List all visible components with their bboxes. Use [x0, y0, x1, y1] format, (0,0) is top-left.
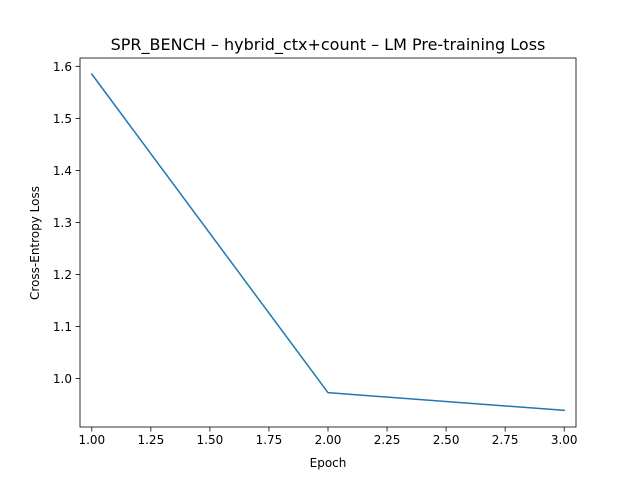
y-tick-label: 1.1 — [53, 320, 72, 334]
y-axis-label: Cross-Entropy Loss — [28, 186, 42, 300]
axes-frame — [79, 57, 577, 428]
y-tick-label: 1.2 — [53, 268, 72, 282]
x-tick-label: 1.25 — [137, 433, 164, 447]
y-tick-label: 1.0 — [53, 372, 72, 386]
x-tick-label: 2.75 — [492, 433, 519, 447]
plot-area: 1.00 1.25 1.50 1.75 2.00 2.25 2.50 2.75 3.00 1.0 1… — [53, 57, 578, 447]
x-tick-label: 2.00 — [315, 433, 342, 447]
chart-title: SPR_BENCH – hybrid_ctx+count – LM Pre-tr… — [111, 35, 546, 55]
y-tick-label: 1.5 — [53, 112, 72, 126]
x-tick-label: 1.75 — [256, 433, 283, 447]
x-tick-label: 1.50 — [197, 433, 224, 447]
x-tick-label: 2.25 — [374, 433, 401, 447]
y-tick-label: 1.6 — [53, 60, 72, 74]
x-axis-label: Epoch — [310, 456, 347, 470]
series-line — [90, 73, 565, 412]
x-tick-label: 1.00 — [78, 433, 105, 447]
x-tick-label: 2.50 — [433, 433, 460, 447]
x-tick-label: 3.00 — [551, 433, 578, 447]
y-tick-label: 1.3 — [53, 216, 72, 230]
y-tick-label: 1.4 — [53, 164, 72, 178]
